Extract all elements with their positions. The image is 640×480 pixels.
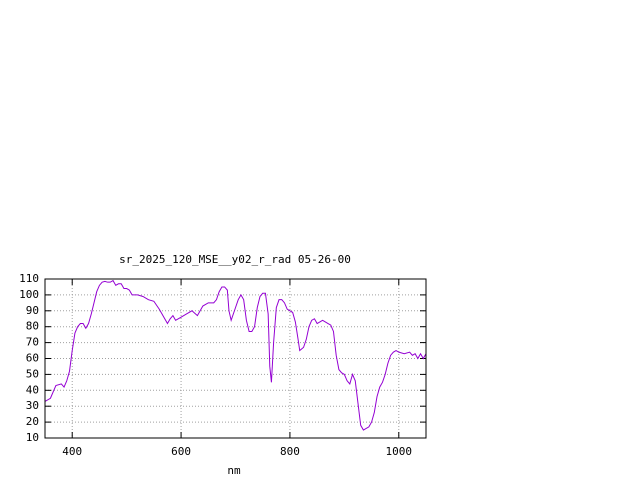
- x-axis-label: nm: [227, 464, 241, 477]
- data-line: [44, 279, 427, 431]
- x-tick-label: 1000: [386, 445, 413, 458]
- y-tick-label: 110: [19, 272, 39, 285]
- y-tick-label: 100: [19, 288, 39, 301]
- x-tick-label: 600: [171, 445, 191, 458]
- y-tick-label: 10: [26, 431, 39, 444]
- y-tick-label: 20: [26, 415, 39, 428]
- y-tick-label: 80: [26, 320, 39, 333]
- y-tick-label: 30: [26, 399, 39, 412]
- y-tick-label: 40: [26, 383, 39, 396]
- plot-border: [44, 278, 427, 439]
- x-tick-label: 400: [62, 445, 82, 458]
- y-tick-label: 70: [26, 336, 39, 349]
- x-tick-label: 800: [280, 445, 300, 458]
- y-tick-label: 50: [26, 367, 39, 380]
- y-tick-label: 90: [26, 304, 39, 317]
- y-tick-label: 60: [26, 352, 39, 365]
- chart-title: sr_2025_120_MSE__y02_r_rad 05-26-00: [119, 253, 351, 266]
